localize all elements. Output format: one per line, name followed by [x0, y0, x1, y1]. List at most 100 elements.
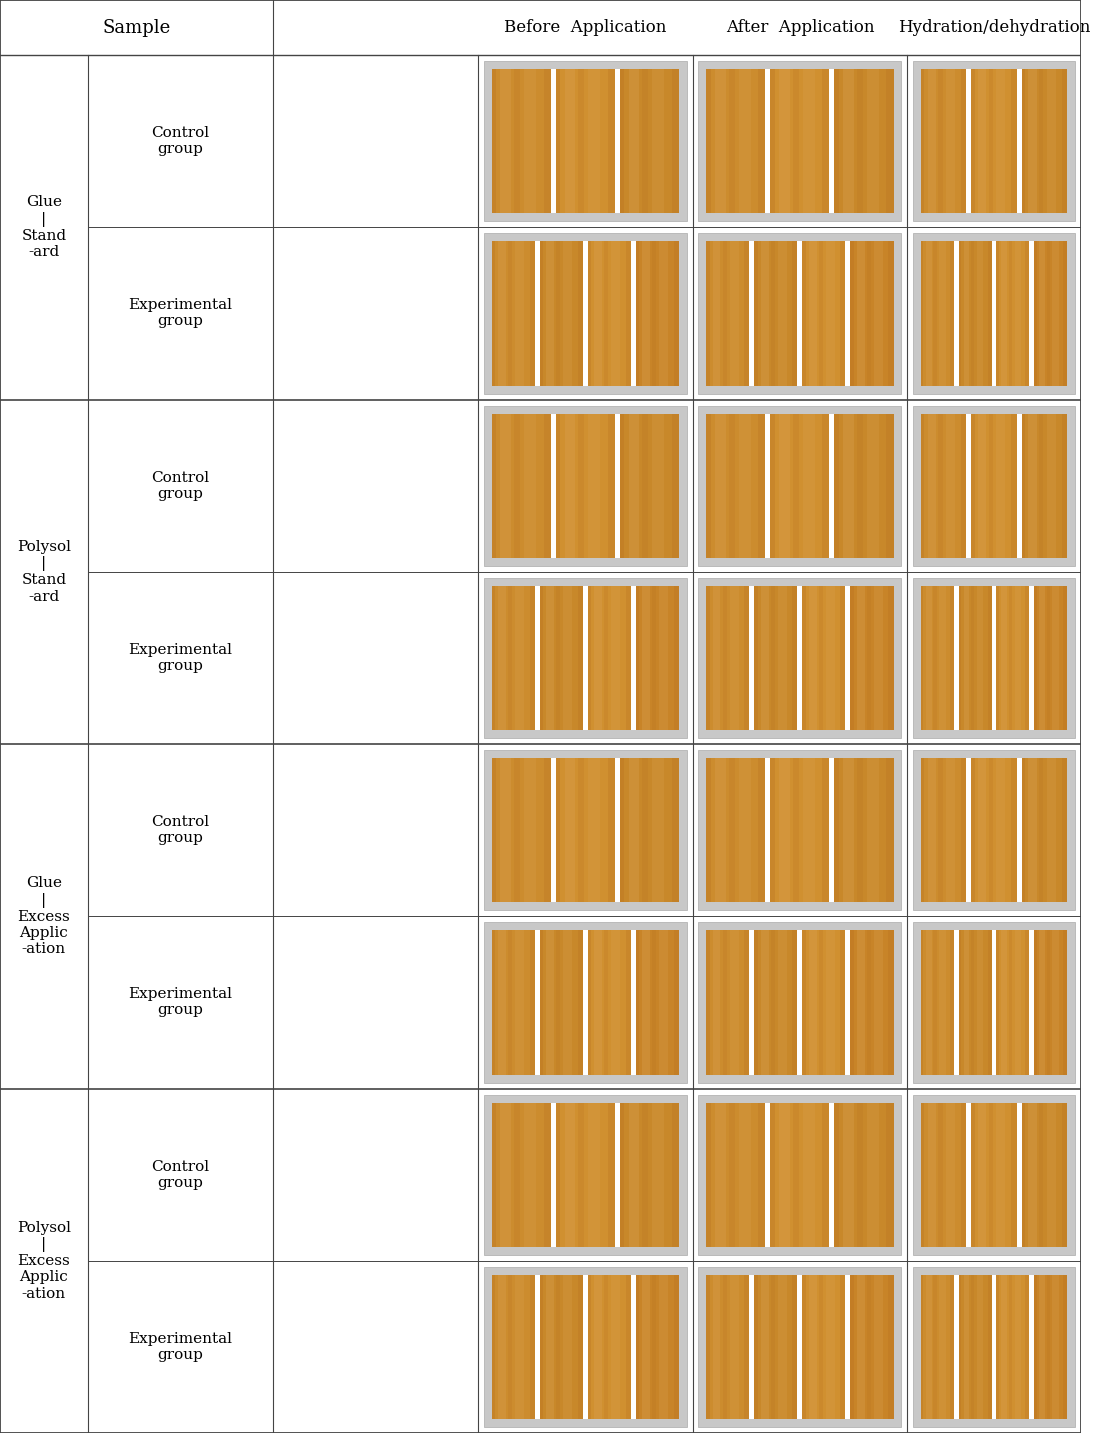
Bar [643, 241, 650, 385]
Text: Control
group: Control group [152, 1159, 209, 1189]
Bar [843, 69, 854, 214]
Bar [1029, 1275, 1034, 1419]
Bar [856, 586, 864, 729]
Bar [619, 758, 625, 903]
Bar [745, 586, 749, 729]
Bar [996, 586, 999, 729]
Bar [615, 69, 619, 214]
Bar [1022, 1102, 1067, 1247]
Bar [1015, 241, 1022, 385]
Bar [921, 586, 954, 729]
Text: Polysol
|
Stand
-ard: Polysol | Stand -ard [17, 540, 71, 603]
Text: Glue
|
Stand
-ard: Glue | Stand -ard [21, 195, 66, 259]
Bar [1053, 1275, 1059, 1419]
Bar [515, 1275, 524, 1419]
Bar [615, 758, 619, 903]
Bar [492, 241, 495, 385]
Bar [850, 930, 893, 1075]
Bar [1064, 586, 1067, 729]
Bar [643, 1102, 648, 1247]
Bar [509, 586, 512, 729]
Bar [938, 930, 945, 1075]
Bar [843, 1102, 854, 1247]
Bar [540, 930, 583, 1075]
Bar [604, 1275, 608, 1419]
Bar [729, 414, 735, 557]
Bar [636, 930, 639, 1075]
Bar [706, 586, 709, 729]
Bar [556, 69, 615, 214]
Bar [856, 241, 864, 385]
Bar [484, 1095, 687, 1255]
Bar [1025, 586, 1029, 729]
Bar [484, 749, 687, 910]
Bar [822, 758, 830, 903]
Bar [770, 758, 774, 903]
Bar [499, 241, 506, 385]
Bar [977, 586, 983, 729]
Bar [830, 1102, 834, 1247]
Bar [933, 241, 936, 385]
Bar [996, 586, 1029, 729]
Bar [802, 586, 845, 729]
Bar [492, 1275, 535, 1419]
Bar [524, 69, 536, 214]
Bar [1012, 758, 1017, 903]
Bar [778, 241, 787, 385]
Bar [556, 1102, 615, 1247]
Bar [778, 586, 787, 729]
Bar [950, 930, 954, 1075]
Bar [636, 1275, 679, 1419]
Bar [556, 930, 561, 1075]
Bar [755, 586, 758, 729]
Bar [913, 923, 1075, 1082]
Bar [972, 69, 1017, 214]
Bar [834, 69, 893, 214]
Bar [715, 758, 726, 903]
Bar [588, 69, 601, 214]
Bar [889, 241, 893, 385]
Bar [770, 69, 830, 214]
Bar [845, 930, 850, 1075]
Bar [546, 586, 554, 729]
Bar [643, 586, 650, 729]
Bar [996, 930, 1029, 1075]
Bar [578, 1102, 584, 1247]
Bar [819, 241, 823, 385]
Bar [802, 930, 806, 1075]
Bar [755, 930, 798, 1075]
Bar [739, 69, 750, 214]
Bar [556, 1102, 561, 1247]
Bar [926, 586, 932, 729]
Bar [972, 1102, 1017, 1247]
Bar [921, 586, 923, 729]
Bar [630, 1275, 636, 1419]
Bar [840, 586, 845, 729]
Bar [501, 1102, 511, 1247]
Text: Control
group: Control group [152, 470, 209, 500]
Bar [499, 1275, 506, 1419]
Bar [770, 1102, 774, 1247]
Bar [1022, 69, 1025, 214]
Bar [556, 241, 561, 385]
Bar [771, 1275, 774, 1419]
Bar [628, 1102, 639, 1247]
Bar [1039, 1275, 1045, 1419]
Bar [712, 1275, 720, 1419]
Bar [594, 1275, 602, 1419]
Bar [792, 241, 798, 385]
Bar [803, 69, 814, 214]
Bar [755, 586, 798, 729]
Bar [1002, 930, 1007, 1075]
Bar [643, 758, 648, 903]
Bar [933, 586, 936, 729]
Bar [594, 930, 602, 1075]
Bar [587, 241, 592, 385]
Bar [706, 930, 709, 1075]
Bar [856, 1275, 864, 1419]
Bar [515, 586, 524, 729]
Bar [978, 414, 986, 557]
Bar [766, 758, 770, 903]
Bar [966, 69, 972, 214]
Bar [921, 930, 954, 1075]
